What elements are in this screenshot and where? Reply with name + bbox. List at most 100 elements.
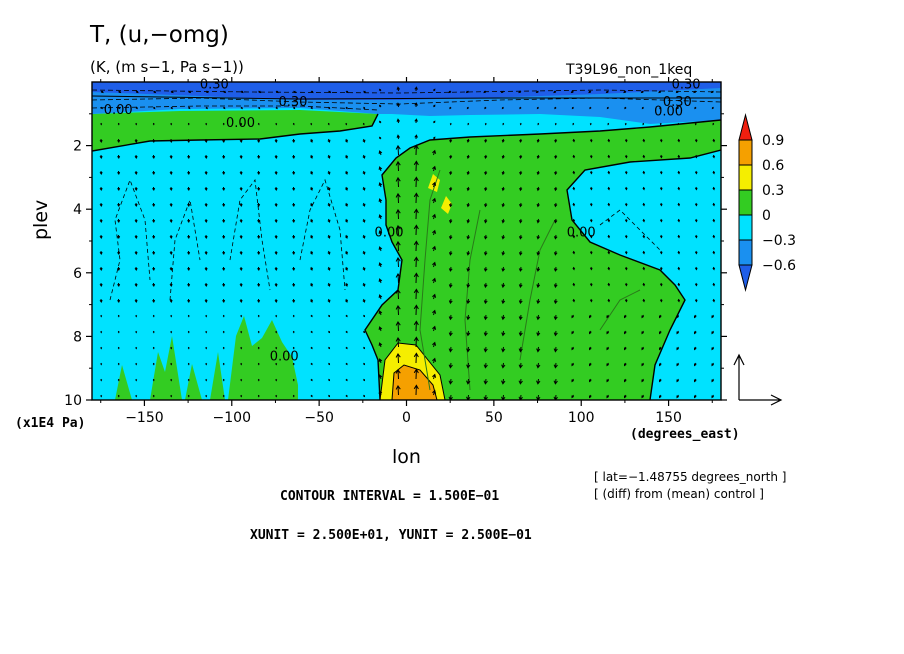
vector-arrow <box>205 330 208 334</box>
vector-arrow <box>624 202 628 207</box>
vector-arrow <box>659 170 663 175</box>
vector-arrow <box>134 154 138 159</box>
vector-arrow <box>483 330 488 337</box>
vector-arrow <box>501 362 506 369</box>
vector-arrow <box>378 88 382 92</box>
vector-arrow <box>553 362 558 369</box>
vector-arrow <box>413 256 419 268</box>
vector-arrow <box>642 186 646 191</box>
vector-arrow <box>239 298 243 303</box>
vector-arrow <box>466 234 470 240</box>
vector-arrow <box>413 176 419 188</box>
vector-arrow <box>239 202 243 207</box>
vector-arrow <box>483 314 488 321</box>
vector-arrow <box>483 346 488 353</box>
y-tick-label: 10 <box>64 393 82 409</box>
vector-arrow <box>536 378 541 385</box>
vector-arrow <box>694 298 698 303</box>
vector-arrow <box>222 378 225 382</box>
vector-arrow <box>553 90 557 94</box>
vector-arrow <box>659 362 662 367</box>
vector-arrow <box>257 138 261 143</box>
vector-arrow <box>659 138 663 143</box>
vector-arrow <box>205 346 208 350</box>
vector-arrow <box>187 362 190 366</box>
vector-arrow <box>275 394 278 398</box>
vector-arrow <box>134 298 138 303</box>
vector-arrow <box>274 282 278 287</box>
vector-arrow <box>187 218 191 223</box>
vector-arrow <box>204 138 208 143</box>
vector-arrow <box>134 138 138 143</box>
vector-arrow <box>99 154 103 159</box>
vector-arrow <box>327 138 331 143</box>
vector-arrow <box>518 250 523 256</box>
vector-arrow <box>187 298 191 303</box>
vector-arrow <box>117 234 121 239</box>
vector-arrow <box>589 250 593 255</box>
vector-arrow <box>204 298 208 303</box>
vector-arrow <box>395 272 401 284</box>
vector-arrow <box>239 154 243 159</box>
zero-contour-main <box>364 119 721 400</box>
vector-arrow <box>589 122 592 126</box>
vector-arrow <box>465 90 469 94</box>
vector-arrow <box>659 186 663 191</box>
vector-arrow <box>292 330 295 334</box>
vector-arrow <box>432 373 437 380</box>
vector-arrow <box>152 394 155 398</box>
vector-arrow <box>712 138 716 143</box>
vector-arrow <box>99 218 103 223</box>
vector-arrow <box>169 154 173 159</box>
vector-arrow <box>676 346 680 351</box>
vector-arrow <box>309 170 313 175</box>
contour-label: 0.30 <box>672 78 701 93</box>
vector-arrow <box>396 102 400 108</box>
vector-arrow <box>536 170 540 176</box>
vector-arrow <box>292 234 296 239</box>
vector-arrow <box>275 362 278 366</box>
vector-arrow <box>239 170 243 175</box>
vector-arrow <box>344 282 348 287</box>
vector-arrow <box>257 234 261 239</box>
vector-arrow <box>433 104 436 108</box>
vector-arrow <box>118 106 121 110</box>
vector-arrow <box>152 138 156 143</box>
vector-arrow <box>484 186 488 192</box>
vector-arrow <box>362 122 365 126</box>
vector-arrow <box>624 170 628 175</box>
vector-arrow <box>501 106 504 110</box>
vector-arrow <box>536 346 541 353</box>
vector-arrow <box>345 122 348 126</box>
vector-arrow <box>448 250 453 256</box>
vector-arrow <box>292 362 295 366</box>
vector-arrow <box>694 186 698 191</box>
vector-arrow <box>572 250 576 255</box>
vector-arrow <box>642 218 646 223</box>
vector-arrow <box>677 234 681 239</box>
vector-arrow <box>187 202 191 207</box>
vector-arrow <box>362 154 366 159</box>
vector-arrow <box>536 266 541 272</box>
vector-arrow <box>589 298 593 303</box>
vector-arrow <box>553 298 558 305</box>
vector-arrow <box>501 138 505 143</box>
vector-arrow <box>659 378 662 383</box>
vector-arrow <box>362 298 366 303</box>
vector-arrow <box>659 346 662 351</box>
vector-arrow <box>204 234 208 239</box>
vector-arrow <box>309 154 313 159</box>
vector-arrow <box>257 186 261 191</box>
vector-arrow <box>677 154 681 159</box>
vector-arrow <box>327 282 331 287</box>
vector-arrow <box>466 154 470 159</box>
vector-arrow <box>274 218 278 223</box>
vector-arrow <box>641 346 645 351</box>
y-tick-label: 8 <box>73 329 82 345</box>
vector-arrow <box>554 186 558 192</box>
vector-arrow <box>572 154 576 159</box>
vector-arrow <box>204 266 208 271</box>
vector-arrow <box>677 266 681 271</box>
vector-arrow <box>327 218 331 223</box>
vector-arrow <box>676 378 680 383</box>
